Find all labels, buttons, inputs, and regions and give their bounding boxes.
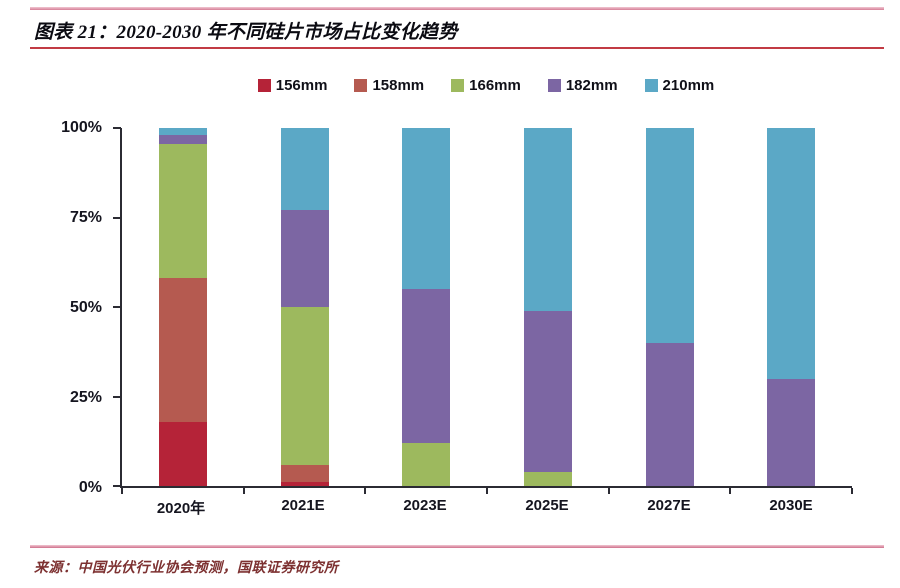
legend-label-156mm: 156mm (275, 77, 328, 94)
bar-segment-2030E-210mm (767, 128, 816, 379)
x-tick-mark (607, 488, 610, 494)
bar-slot-2023E (365, 128, 487, 486)
x-tick-label-2030E: 2030E (769, 497, 813, 514)
stacked-bar-2030E (767, 128, 816, 486)
legend-item-210mm: 210mm (644, 77, 715, 94)
x-tick-label-2021E: 2021E (281, 497, 325, 514)
x-tick-label-2027E: 2027E (647, 497, 691, 514)
top-divider-line (30, 7, 884, 10)
bar-segment-2021E-182mm (280, 210, 329, 308)
chart-title: 图表 21：2020-2030 年不同硅片市场占比变化趋势 (34, 22, 458, 43)
bar-slot-2020年 (122, 128, 244, 486)
x-tick-mark (729, 488, 732, 494)
y-tick-label-0%: 0% (78, 479, 102, 496)
y-tick-mark (113, 216, 121, 219)
plot-area (113, 127, 853, 494)
stacked-bar-2021E (280, 128, 329, 486)
bar-segment-2021E-210mm (280, 128, 329, 211)
y-tick-mark (113, 485, 121, 487)
legend-item-166mm: 166mm (451, 77, 521, 94)
legend-item-182mm: 182mm (547, 77, 618, 94)
x-tick-mark (486, 488, 488, 494)
y-tick-label-75%: 75% (69, 209, 102, 226)
title-divider-line (30, 47, 884, 49)
x-tick-mark (851, 488, 853, 494)
legend-label-210mm: 210mm (662, 77, 715, 94)
x-tick-label-2023E: 2023E (403, 497, 447, 514)
legend-swatch-158mm (354, 79, 368, 92)
stacked-bar-2020年 (158, 128, 207, 486)
bar-segment-2021E-156mm (280, 482, 329, 486)
bar-segment-2021E-166mm (280, 307, 329, 465)
y-tick-label-25%: 25% (69, 389, 102, 406)
bar-slot-2030E (730, 128, 852, 486)
y-tick-mark (113, 127, 121, 129)
legend-item-158mm: 158mm (354, 77, 424, 94)
legend-swatch-210mm (644, 79, 658, 92)
y-tick-label-100%: 100% (61, 119, 102, 136)
x-axis-labels: 2020年 2021E 2023E 2025E 2027E 2030E (120, 497, 852, 518)
bar-segment-2023E-182mm (402, 289, 451, 444)
bar-segment-2020年-158mm (158, 278, 207, 422)
bar-segment-2020年-166mm (158, 144, 207, 279)
legend-label-158mm: 158mm (372, 77, 425, 94)
stacked-bar-2023E (402, 128, 451, 486)
bar-segment-2020年-210mm (158, 128, 207, 136)
bar-segment-2025E-210mm (523, 128, 572, 311)
legend-item-156mm: 156mm (257, 77, 328, 94)
legend-swatch-182mm (547, 79, 561, 92)
source-note: 来源：中国光伏行业协会预测，国联证券研究所 (34, 561, 339, 576)
bar-segment-2023E-210mm (402, 128, 451, 290)
y-axis-labels: 0% 25% 50% 75% 100% (30, 119, 112, 496)
bar-slot-2021E (244, 128, 366, 486)
legend-label-182mm: 182mm (565, 77, 618, 94)
bar-segment-2030E-182mm (767, 378, 816, 486)
bar-segment-2020年-182mm (158, 135, 207, 145)
x-tick-label-2025E: 2025E (525, 497, 569, 514)
x-tick-mark (364, 488, 367, 494)
x-tick-label-2020年: 2020年 (156, 500, 206, 517)
bar-slot-2025E (487, 128, 609, 486)
y-tick-label-50%: 50% (69, 299, 102, 316)
legend-swatch-156mm (257, 79, 271, 92)
legend-swatch-166mm (451, 79, 465, 92)
y-tick-mark (113, 395, 121, 398)
y-tick-mark (113, 306, 121, 308)
stacked-bar-2025E (523, 128, 572, 486)
bar-segment-2021E-158mm (280, 464, 329, 483)
bar-segment-2025E-182mm (523, 310, 572, 472)
bar-segment-2025E-166mm (523, 471, 572, 486)
bar-segment-2023E-166mm (402, 443, 451, 486)
bar-segment-2027E-210mm (645, 128, 694, 343)
bottom-divider-line (30, 545, 884, 548)
x-tick-mark (242, 488, 245, 494)
bar-slot-2027E (609, 128, 731, 486)
x-tick-mark (121, 488, 123, 494)
bar-segment-2027E-182mm (645, 342, 694, 486)
stacked-bar-2027E (645, 128, 694, 486)
bar-segment-2020年-156mm (158, 421, 207, 486)
chart-legend: 156mm 158mm 166mm 182mm 210mm (120, 77, 852, 94)
legend-label-166mm: 166mm (469, 77, 521, 94)
